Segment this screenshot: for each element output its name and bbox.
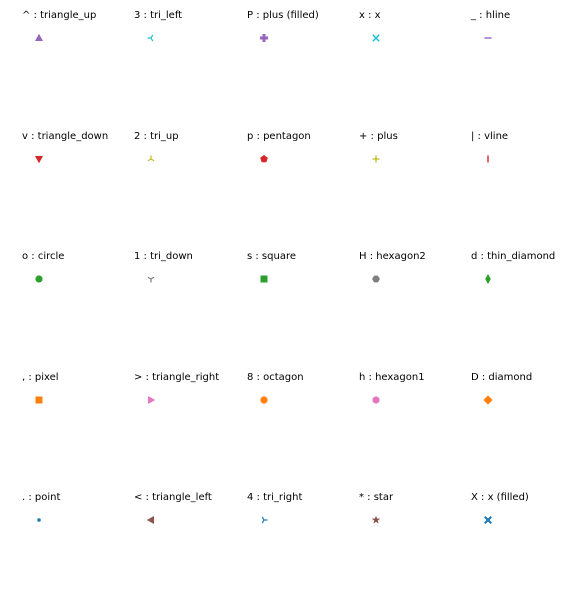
marker-swatch [147, 155, 155, 162]
marker-swatch [35, 156, 43, 164]
marker-label: 8 : octagon [247, 372, 304, 383]
marker-label: _ : hline [471, 10, 511, 21]
marker-label: P : plus (filled) [247, 10, 319, 21]
marker-swatch [484, 516, 492, 524]
marker-label: H : hexagon2 [359, 251, 426, 262]
marker-cell-square: s : square [247, 251, 360, 371]
marker-cell-hexagon1: h : hexagon1 [359, 372, 472, 492]
marker-label: 1 : tri_down [134, 251, 193, 262]
tri-left-marker [147, 34, 154, 42]
marker-swatch [372, 155, 380, 163]
pentagon-marker [260, 155, 268, 163]
marker-cell-pentagon: p : pentagon [247, 131, 360, 251]
marker-label: 3 : tri_left [134, 10, 183, 21]
marker-label: h : hexagon1 [359, 372, 425, 383]
plus-filled-marker [260, 34, 268, 42]
marker-swatch [260, 396, 268, 404]
x-marker [372, 34, 380, 42]
marker-swatch [146, 516, 154, 524]
marker-label: s : square [247, 251, 297, 262]
marker-cell-triangle-down: v : triangle_down [22, 131, 135, 251]
marker-cell-octagon: 8 : octagon [247, 372, 360, 492]
marker-label: * : star [359, 492, 394, 503]
marker-swatch [485, 274, 491, 284]
marker-label: p : pentagon [247, 131, 311, 142]
marker-label: v : triangle_down [22, 131, 109, 142]
marker-swatch [147, 34, 154, 42]
thin-diamond-marker [485, 274, 491, 284]
marker-label: + : plus [359, 131, 398, 142]
marker-cell-vline: | : vline [471, 131, 566, 251]
marker-cell-thin-diamond: d : thin_diamond [471, 251, 566, 371]
pixel-marker [35, 396, 43, 404]
star-marker [371, 515, 381, 524]
marker-cell-tri-right: 4 : tri_right [247, 492, 360, 612]
marker-label: , : pixel [22, 372, 59, 383]
marker-cell-hexagon2: H : hexagon2 [359, 251, 472, 371]
triangle-down-marker [35, 156, 43, 164]
octagon-marker [260, 396, 268, 404]
square-marker [260, 275, 268, 283]
marker-label: 4 : tri_right [247, 492, 303, 503]
hexagon2-marker [372, 275, 380, 283]
marker-cell-triangle-up: ^ : triangle_up [22, 10, 135, 130]
triangle-left-marker [146, 516, 154, 524]
marker-swatch [372, 34, 380, 42]
circle-marker [35, 275, 43, 283]
marker-swatch [483, 395, 493, 405]
marker-cell-tri-up: 2 : tri_up [134, 131, 247, 251]
marker-swatch [484, 37, 492, 39]
marker-cell-triangle-left: < : triangle_left [134, 492, 247, 612]
triangle-right-marker [148, 396, 156, 404]
plus-marker [372, 155, 380, 163]
marker-label: d : thin_diamond [471, 251, 556, 262]
marker-swatch [260, 34, 268, 42]
marker-label: D : diamond [471, 372, 533, 383]
marker-cell-plus-filled: P : plus (filled) [247, 10, 360, 130]
marker-swatch [372, 275, 380, 283]
tri-right-marker [261, 516, 268, 524]
marker-label: . : point [22, 492, 61, 503]
marker-label: | : vline [471, 131, 509, 142]
hexagon1-marker [372, 396, 380, 404]
marker-label: ^ : triangle_up [22, 10, 97, 21]
marker-swatch [371, 515, 381, 524]
marker-cell-x-filled: X : x (filled) [471, 492, 566, 612]
diamond-marker [483, 395, 493, 405]
marker-grid-chart: ^ : triangle_up 3 : tri_left P : plus (fil… [22, 10, 566, 524]
marker-cell-plus: + : plus [359, 131, 472, 251]
marker-cell-hline: _ : hline [471, 10, 566, 130]
marker-cell-x: x : x [359, 10, 472, 130]
marker-cell-tri-down: 1 : tri_down [134, 251, 247, 371]
marker-swatch [35, 33, 43, 41]
marker-cell-circle: o : circle [22, 251, 135, 371]
marker-label: 2 : tri_up [134, 131, 179, 142]
marker-label: o : circle [22, 251, 65, 262]
marker-swatch [147, 276, 155, 283]
marker-swatch [37, 518, 41, 522]
x-filled-marker [484, 516, 492, 524]
marker-cell-diamond: D : diamond [471, 372, 566, 492]
marker-swatch [260, 275, 268, 283]
marker-swatch [261, 516, 268, 524]
marker-cell-pixel: , : pixel [22, 372, 135, 492]
tri-up-marker [147, 155, 155, 162]
point-marker [37, 518, 41, 522]
marker-cell-triangle-right: > : triangle_right [134, 372, 247, 492]
marker-swatch [148, 396, 156, 404]
marker-swatch [487, 155, 489, 163]
tri-down-marker [147, 276, 155, 283]
marker-cell-tri-left: 3 : tri_left [134, 10, 247, 130]
marker-swatch [372, 396, 380, 404]
marker-swatch [35, 396, 43, 404]
marker-swatch [35, 275, 43, 283]
marker-cell-star: * : star [359, 492, 472, 612]
marker-label: > : triangle_right [134, 372, 220, 383]
marker-label: X : x (filled) [471, 492, 529, 503]
marker-label: < : triangle_left [134, 492, 212, 503]
marker-cell-point: . : point [22, 492, 135, 612]
triangle-up-marker [35, 33, 43, 41]
marker-swatch [260, 155, 268, 163]
marker-label: x : x [359, 10, 381, 21]
